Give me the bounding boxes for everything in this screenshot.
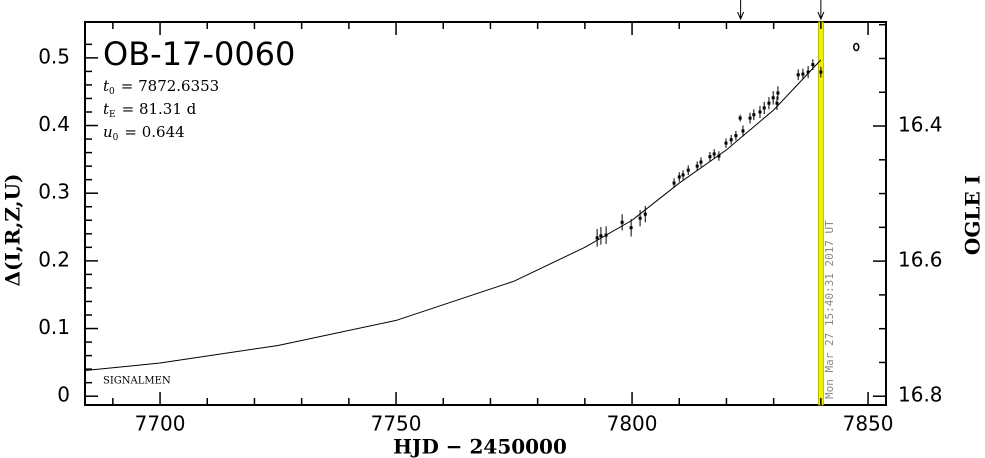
x-axis-title: HJD − 2450000 <box>393 435 567 458</box>
data-point <box>717 154 721 158</box>
parameter-subscript: 0 <box>113 133 119 143</box>
data-point <box>758 110 762 114</box>
data-point <box>819 70 823 74</box>
data-point <box>686 168 690 172</box>
data-point <box>672 181 676 185</box>
chart-title: OB-17-0060 <box>103 35 295 73</box>
data-point <box>677 175 681 179</box>
data-point <box>708 155 712 159</box>
data-point <box>681 173 685 177</box>
y-tick-label: 0.3 <box>38 180 70 204</box>
data-point <box>699 160 703 164</box>
x-tick-label: 7850 <box>843 412 894 436</box>
y-tick-label: 0.5 <box>38 44 70 68</box>
y2-tick-label: 16.6 <box>898 248 943 272</box>
y-tick-label: 0 <box>57 383 70 407</box>
parameter-text: = 0.644 <box>124 123 184 141</box>
parameter-text: = 81.31 d <box>122 100 197 118</box>
y-tick-label: 0.1 <box>38 315 70 339</box>
data-point <box>776 91 780 95</box>
data-point <box>806 70 810 74</box>
arrow <box>737 0 745 21</box>
data-point <box>599 234 603 238</box>
y-axis-title: Δ(I,R,Z,U) <box>1 174 25 287</box>
y-tick-label: 0.2 <box>38 247 70 271</box>
data-point <box>629 226 633 230</box>
x-tick-label: 7700 <box>135 412 186 436</box>
data-point <box>752 113 756 117</box>
data-point <box>604 233 608 237</box>
data-point <box>729 138 733 142</box>
parameter: t0 = 7872.6353 <box>103 77 219 97</box>
parameter-symbol: t <box>103 77 110 95</box>
data-point <box>638 216 642 220</box>
data-point <box>741 129 745 133</box>
x-tick-label: 7750 <box>371 412 422 436</box>
y2-tick-label: 16.4 <box>898 113 943 137</box>
parameter-subscript: 0 <box>109 87 115 97</box>
data-point <box>724 141 728 145</box>
data-point <box>811 63 815 67</box>
note: SIGNALMEN <box>103 376 171 387</box>
marker-line-label: Mon Mar 27 15:40:31 2017 UT <box>823 220 836 399</box>
data-point <box>695 164 699 168</box>
parameter-text: = 7872.6353 <box>121 77 219 95</box>
data-point <box>762 106 766 110</box>
data-point <box>712 152 716 156</box>
arrow <box>817 0 825 21</box>
parameter: u0 = 0.644 <box>103 123 185 143</box>
data-point <box>734 134 738 138</box>
plot-frame <box>84 21 887 406</box>
data-point <box>767 101 771 105</box>
open-point <box>853 42 860 52</box>
model-curve <box>84 59 822 371</box>
y2-tick-label: 16.8 <box>898 383 943 407</box>
data-point <box>595 236 599 240</box>
data-point <box>643 212 647 216</box>
data-point <box>775 101 779 105</box>
data-point <box>620 220 624 224</box>
parameter-symbol: t <box>103 100 110 118</box>
parameter-subscript: E <box>109 110 116 120</box>
data-point <box>748 116 752 120</box>
data-point <box>796 73 800 77</box>
data-point <box>801 72 805 76</box>
data-point <box>771 96 775 100</box>
y2-axis-title: OGLE I <box>961 175 985 255</box>
data-point <box>738 116 742 120</box>
x-tick-label: 7800 <box>607 412 658 436</box>
parameter: tE = 81.31 d <box>103 100 197 120</box>
y-tick-label: 0.4 <box>38 112 70 136</box>
parameter-symbol: u <box>103 123 113 141</box>
